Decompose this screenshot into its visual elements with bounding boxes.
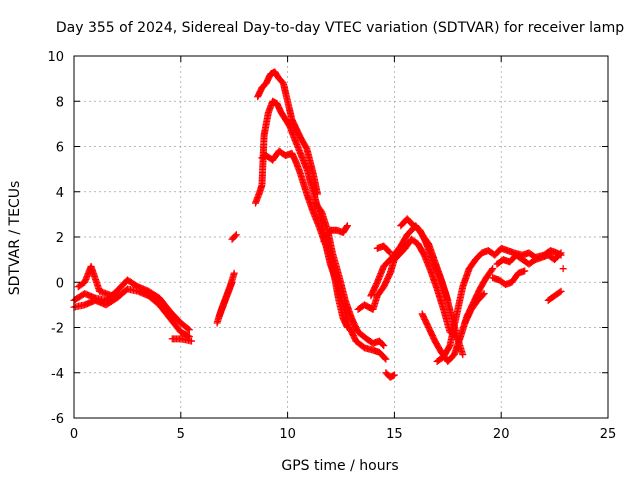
y-tick-label: 2 (56, 231, 64, 246)
x-tick-label: 10 (279, 427, 296, 442)
series-arc-e2 (254, 68, 322, 198)
y-tick-label: 0 (56, 276, 64, 291)
x-tick-label: 0 (70, 427, 78, 442)
series-arc-f3 (373, 242, 394, 257)
x-tick-label: 25 (600, 427, 617, 442)
data-point (557, 287, 565, 295)
data-point (479, 291, 487, 299)
y-tick-label: 6 (56, 141, 64, 156)
series-arc-f (354, 235, 460, 341)
y-tick-label: 4 (56, 186, 64, 201)
series-arc-j (489, 267, 529, 289)
data-point (559, 265, 567, 273)
data-point (381, 354, 389, 362)
data-point (108, 292, 116, 300)
y-tick-label: 10 (47, 50, 64, 65)
data-point (521, 267, 529, 275)
data-point (185, 326, 193, 334)
data-point (390, 371, 398, 379)
y-tick-label: 8 (56, 95, 64, 110)
x-tick-label: 5 (177, 427, 185, 442)
series-arc-k (544, 287, 565, 304)
series-arc-a (70, 276, 193, 334)
series-arc-e (252, 97, 351, 331)
data-point (556, 288, 564, 296)
data-series (70, 68, 567, 381)
series-arc-e5 (320, 222, 351, 246)
y-tick-label: -6 (51, 412, 64, 427)
series-arc-b (168, 335, 195, 345)
series-arc-e3 (258, 147, 390, 363)
data-point (385, 248, 393, 256)
x-axis-label: GPS time / hours (281, 458, 398, 474)
data-point (380, 342, 388, 350)
y-tick-label: -4 (51, 367, 64, 382)
series-arc-g (382, 369, 398, 381)
data-point (314, 190, 322, 198)
data-point (231, 232, 239, 240)
data-point (228, 278, 236, 286)
x-tick-label: 15 (386, 427, 403, 442)
data-point (489, 265, 497, 273)
series-arc-a3 (74, 262, 116, 300)
data-point (386, 249, 394, 257)
series-arc-l (559, 265, 567, 273)
y-axis-label: SDTVAR / TECUs (7, 181, 23, 296)
data-point (379, 340, 387, 348)
grid-lines (74, 56, 608, 418)
data-point (480, 290, 488, 298)
series-arc-i2 (433, 244, 565, 365)
series-arc-i3 (461, 290, 488, 327)
data-point (556, 250, 564, 258)
x-tick-label: 20 (493, 427, 510, 442)
data-point (488, 266, 496, 274)
series-arc-d (228, 231, 240, 243)
data-point (459, 351, 467, 359)
data-point (187, 337, 195, 345)
series-arc-c2 (215, 278, 236, 320)
data-point (230, 269, 238, 277)
series-arc-j2 (493, 249, 565, 268)
data-point (557, 249, 565, 257)
series-arc-a2 (70, 285, 193, 341)
data-point (232, 231, 240, 239)
data-point (343, 223, 351, 231)
y-tick-label: -2 (51, 322, 64, 337)
data-point (382, 355, 390, 363)
chart-title: Day 355 of 2024, Sidereal Day-to-day VTE… (56, 20, 624, 36)
axis-ticks: 0 5 10 15 20 25 -6 -4 -2 0 2 4 6 8 10 (47, 50, 616, 442)
series-arc-e4 (311, 199, 388, 350)
data-point (343, 222, 351, 230)
data-point (184, 325, 192, 333)
